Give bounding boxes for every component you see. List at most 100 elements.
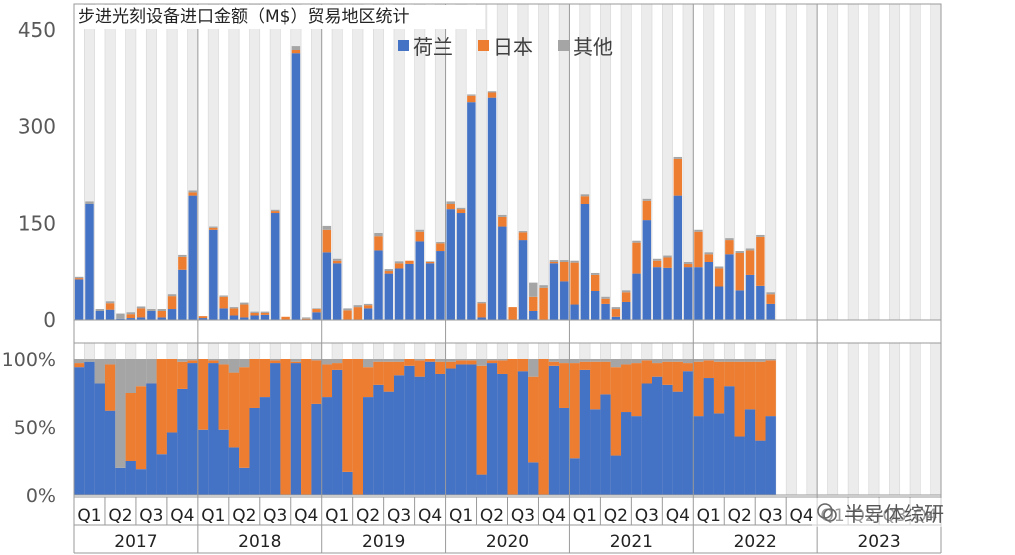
percent-bar-segment	[249, 407, 260, 495]
bar-segment	[652, 258, 662, 261]
bar-segment	[343, 308, 352, 311]
bar-segment	[322, 225, 332, 230]
stripe-top	[600, 4, 611, 320]
bar-segment	[477, 303, 486, 318]
stripe-top	[104, 4, 116, 320]
percent-bar-segment	[744, 409, 756, 495]
quarter-label: Q4	[170, 506, 194, 526]
percent-bar-segment	[713, 359, 725, 362]
bar-segment	[601, 298, 610, 304]
bar-segment	[271, 211, 280, 214]
percent-bar-segment	[724, 361, 735, 387]
bar-segment	[384, 269, 394, 272]
percent-bar-segment	[672, 361, 683, 392]
year-label: 2018	[238, 532, 281, 552]
stripe-top	[662, 4, 673, 320]
percent-bar-segment	[559, 359, 570, 364]
bar-segment	[632, 273, 641, 320]
y-tick-label: 50%	[14, 417, 56, 439]
bar-segment	[219, 296, 228, 309]
percent-bar-segment	[569, 458, 580, 495]
legend-label: 日本	[493, 35, 533, 59]
percent-bar-segment	[765, 359, 776, 361]
percent-bar-segment	[228, 447, 240, 495]
bar-segment	[281, 316, 290, 320]
percent-bar-segment	[332, 359, 343, 364]
bar-segment	[467, 95, 476, 103]
percent-bar-segment	[383, 391, 394, 495]
percent-bar-segment	[373, 361, 384, 385]
percent-bar-segment	[393, 359, 405, 362]
legend-swatch	[558, 40, 569, 51]
bar-segment	[756, 236, 765, 286]
bar-segment	[456, 207, 466, 210]
stripe-top	[910, 4, 921, 320]
percent-bar-segment	[559, 363, 570, 408]
percent-bar-segment	[507, 359, 518, 495]
bar-segment	[105, 301, 115, 304]
percent-bar-segment	[590, 359, 601, 362]
bar-segment	[167, 309, 177, 320]
bar-segment	[363, 303, 373, 306]
bar-segment	[580, 204, 590, 320]
stripe-bottom	[827, 343, 838, 495]
percent-bar-segment	[363, 397, 374, 495]
bar-segment	[384, 273, 394, 320]
percent-bar-segment	[280, 359, 291, 495]
bar-segment	[384, 271, 394, 274]
percent-bar-segment	[579, 359, 591, 362]
bar-segment	[467, 94, 476, 96]
percent-bar-segment	[579, 369, 591, 495]
bar-segment	[116, 313, 125, 319]
percent-bar-segment	[166, 359, 178, 433]
percent-bar-segment	[734, 359, 745, 362]
bar-segment	[332, 263, 342, 320]
percent-bar-segment	[755, 440, 766, 495]
percent-bars	[74, 359, 776, 495]
bar-segment	[363, 305, 373, 309]
bar-segment	[95, 309, 105, 311]
watermark: 半导体综研	[812, 498, 948, 527]
bar-segment	[621, 301, 631, 320]
percent-bar-segment	[125, 461, 136, 495]
bar-segment	[714, 268, 724, 287]
stripe-top	[930, 4, 941, 320]
percent-bar-segment	[693, 361, 704, 417]
bar-segment	[436, 251, 445, 320]
bar-segment	[663, 255, 672, 258]
y-tick-label: 0%	[26, 485, 56, 507]
percent-bar-segment	[311, 360, 322, 404]
bar-segment	[704, 254, 713, 262]
bar-segment	[147, 309, 156, 311]
bar-segment	[487, 97, 497, 321]
bar-segment	[642, 220, 652, 320]
watermark-text: 半导体综研	[844, 502, 944, 526]
bar-segment	[198, 318, 208, 320]
percent-bar-segment	[414, 360, 425, 377]
stripe-top	[187, 4, 198, 320]
percent-bar-segment	[311, 359, 322, 361]
percent-bar-segment	[641, 383, 652, 495]
percent-bar-segment	[724, 386, 735, 495]
percent-bar-segment	[146, 383, 157, 495]
bar-segment	[487, 91, 497, 93]
percent-bar-segment	[435, 359, 446, 362]
bar-segment	[756, 234, 765, 237]
percent-bar-segment	[569, 363, 580, 459]
stripe-top	[125, 4, 136, 320]
bar-segment	[632, 242, 641, 274]
bar-segment	[105, 309, 115, 320]
percent-bar-segment	[662, 384, 673, 495]
bar-segment	[735, 251, 744, 253]
bar-segment	[570, 262, 579, 305]
percent-bar-segment	[218, 364, 229, 430]
bar-segment	[529, 310, 538, 320]
percent-bar-segment	[290, 361, 302, 364]
bar-segment	[291, 49, 301, 54]
quarter-label: Q3	[759, 506, 783, 526]
stripe-top	[559, 4, 570, 320]
stripe-bottom	[806, 343, 818, 495]
quarter-label: Q2	[356, 506, 380, 526]
bar-segment	[240, 304, 249, 318]
percent-bar-segment	[166, 432, 178, 495]
